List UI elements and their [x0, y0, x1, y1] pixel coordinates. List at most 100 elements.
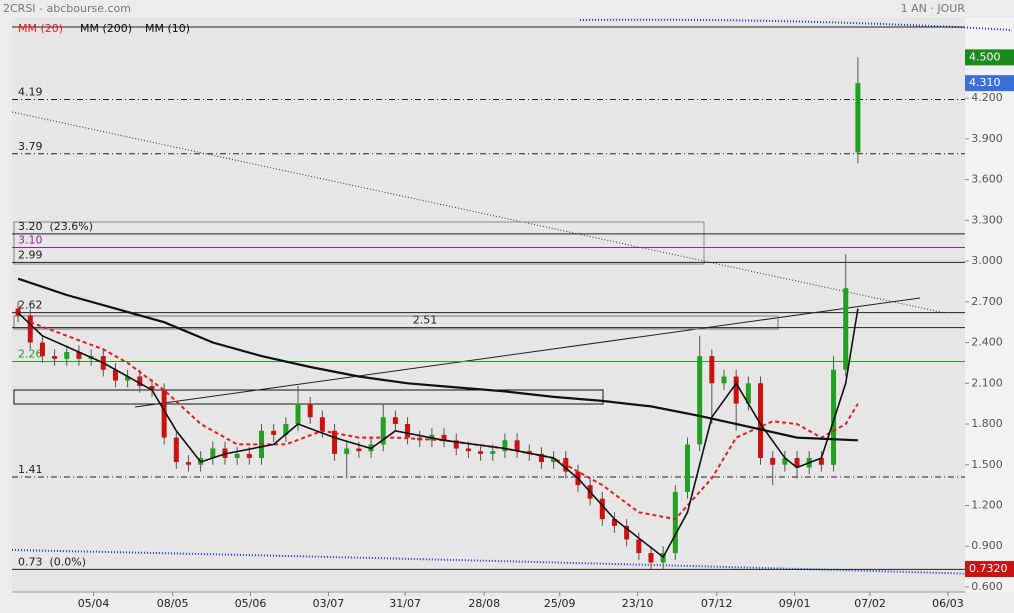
x-tick-label: 05/04 [78, 597, 110, 610]
level-label: 1.41 [18, 463, 43, 476]
legend-label: MM (200) [80, 22, 132, 35]
candle-body [15, 308, 21, 316]
candle-body [173, 437, 179, 463]
candle-body [246, 453, 252, 458]
x-tick-label: 09/01 [779, 597, 811, 610]
candle-body [185, 462, 191, 465]
y-tick-label: 2.700 [971, 295, 1003, 308]
candle-body [843, 288, 849, 370]
candle-body [465, 448, 471, 452]
candle-body [52, 356, 58, 359]
candle-body [478, 451, 484, 454]
candle-body [782, 457, 788, 465]
candle-body [319, 417, 325, 431]
candle-body [538, 453, 544, 463]
x-tick-label: 05/06 [235, 597, 267, 610]
y-tick-label: 1.200 [971, 498, 1003, 511]
candle-body [405, 424, 411, 438]
level-label: 2.26 [18, 348, 43, 361]
x-tick-label: 28/08 [468, 597, 500, 610]
chart-subtitle: 1 AN · JOUR [901, 2, 966, 15]
price-tag [965, 49, 1014, 66]
x-tick-label: 25/09 [544, 597, 576, 610]
candle-body [125, 376, 131, 381]
plot-area [12, 18, 965, 592]
candle-body [831, 369, 837, 465]
candle-body [758, 383, 764, 458]
x-tick-label: 23/10 [622, 597, 654, 610]
level-label: 2.62 [18, 299, 43, 312]
level-label: 3.79 [18, 140, 43, 153]
candle-body [441, 434, 447, 441]
candle-body [490, 451, 496, 454]
moving-averages [17, 277, 859, 559]
candle-body [210, 448, 216, 458]
x-tick-label: 03/07 [313, 597, 345, 610]
price-tag-label: 4.500 [969, 50, 1001, 63]
zone-box [13, 221, 705, 265]
legend-label: MM (10) [145, 22, 190, 35]
y-tick-label: 1.800 [971, 417, 1003, 430]
trend-line [11, 111, 946, 314]
y-tick-label: 2.400 [971, 336, 1003, 349]
candle-body [76, 352, 82, 359]
x-tick-label: 07/02 [854, 597, 886, 610]
price-tag-label: 4.310 [969, 76, 1001, 89]
y-tick-label: 3.900 [971, 132, 1003, 145]
candle-body [112, 369, 118, 381]
candle-body [332, 430, 338, 454]
candle-body [721, 376, 727, 384]
candle-body [599, 498, 605, 520]
candle-body [392, 417, 398, 425]
candle-body [295, 403, 301, 425]
candle-body [502, 440, 508, 452]
candle-body [855, 83, 861, 153]
price-tag-label: 0.7320 [969, 562, 1008, 575]
x-tick-label: 07/12 [701, 597, 733, 610]
y-tick-label: 4.200 [971, 91, 1003, 104]
candle-body [684, 444, 690, 492]
trend-line [134, 297, 921, 408]
x-tick-label: 06/03 [932, 597, 964, 610]
ma-line [17, 308, 859, 559]
candle-body [380, 417, 386, 445]
candle-body [137, 376, 143, 387]
candle-body [356, 448, 362, 452]
candle-body [624, 525, 630, 540]
axes: MM (20) MM (200) MM (10) 4.200 3.900 3.600 3.3… [12, 22, 1014, 610]
y-tick-label: 0.600 [971, 580, 1003, 593]
y-tick-label: 3.600 [971, 173, 1003, 186]
candle-body [453, 440, 459, 449]
level-label: 4.19 [18, 85, 43, 98]
level-label: 3.20 (23.6%) [18, 220, 93, 233]
y-tick-label: 3.300 [971, 213, 1003, 226]
candle-body [636, 539, 642, 554]
y-tick-label: 2.100 [971, 376, 1003, 389]
x-tick-label: 31/07 [389, 597, 421, 610]
level-label: 2.51 [413, 314, 438, 327]
y-tick-label: 3.000 [971, 254, 1003, 267]
candle-body [344, 448, 350, 454]
candle-body [271, 430, 277, 435]
level-label: 2.99 [18, 248, 43, 261]
candle-body [697, 356, 703, 445]
level-label: 0.73 (0.0%) [18, 555, 86, 568]
candle-body [733, 376, 739, 404]
levels: 4.19 3.79 3.20 (23.6%)3.10 2.99 2.62 2.51 2.26… [12, 85, 965, 570]
candle-body [770, 457, 776, 465]
y-tick-label: 0.900 [971, 539, 1003, 552]
candle-body [672, 491, 678, 554]
candle-body [551, 457, 557, 463]
level-label: 3.10 [18, 233, 43, 246]
legend-label: MM (20) [18, 22, 63, 35]
ma-line [17, 277, 858, 442]
candle-body [161, 390, 167, 438]
candle-body [234, 453, 240, 458]
candle-body [794, 457, 800, 468]
candle-body [514, 440, 520, 452]
zone-box [13, 315, 779, 330]
candle-body [149, 386, 155, 391]
chart-title: 2CRSI - abcbourse.com [3, 2, 131, 15]
candle-body [39, 342, 45, 357]
